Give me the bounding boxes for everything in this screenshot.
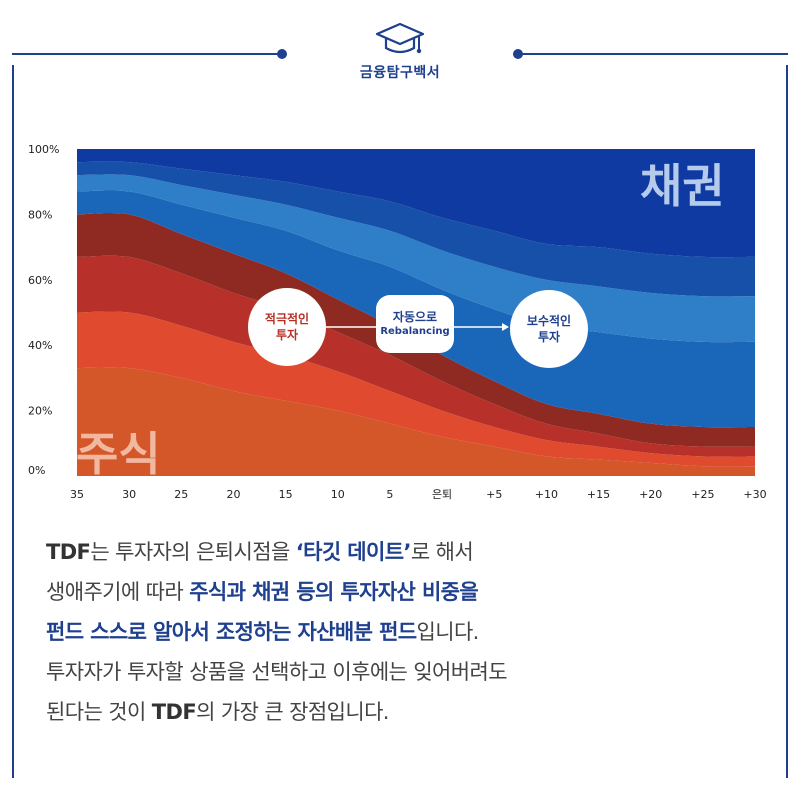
line2-segment: 주식과 채권 등의 투자자산 비중을	[189, 580, 479, 604]
aggressive-investment-bubble: 적극적인 투자	[248, 288, 326, 366]
line1-segment: TDF	[46, 540, 91, 564]
line5-segment: 의 가장 큰 장점입니다.	[196, 700, 389, 724]
x-tick-label: 30	[122, 488, 136, 501]
allocation-band-2	[77, 311, 755, 467]
allocation-band-4	[77, 212, 755, 447]
y-tick-label: 20%	[28, 405, 52, 418]
x-tick-label: +20	[639, 488, 662, 501]
auto-rebalancing-box: 자동으로 Rebalancing	[376, 295, 454, 353]
x-tick-label: 25	[174, 488, 188, 501]
x-tick-label: 20	[226, 488, 240, 501]
bond-label: 채권	[640, 159, 725, 213]
line4-segment: 투자자가 투자할 상품을 선택하고 이후에는 잊어버려도	[46, 660, 508, 684]
x-tick-label: 15	[279, 488, 293, 501]
x-tick-label: 은퇴	[432, 488, 452, 501]
description-line-4: 투자자가 투자할 상품을 선택하고 이후에는 잊어버려도	[46, 652, 766, 692]
frame-right	[786, 65, 788, 778]
allocation-band-3	[77, 255, 755, 457]
brand-name: 금융탐구백서	[359, 65, 441, 81]
line1-segment: ‘타깃 데이트’	[295, 540, 412, 564]
description-line-2: 생애주기에 따라 주식과 채권 등의 투자자산 비중을	[46, 572, 766, 612]
allocation-band-1	[77, 367, 755, 476]
x-tick-label: 10	[331, 488, 345, 501]
frame-top-left	[12, 53, 282, 55]
description-line-1: TDF는 투자자의 은퇴시점을 ‘타깃 데이트’로 해서	[46, 532, 766, 572]
line5-segment: 된다는 것이	[46, 700, 152, 724]
x-tick-label: 5	[386, 488, 393, 501]
frame-left	[12, 65, 14, 778]
allocation-band-8	[77, 149, 755, 258]
x-tick-label: +30	[743, 488, 766, 501]
line1-segment: 는 투자자의 은퇴시점을	[90, 540, 296, 564]
description-line-3: 펀드 스스로 알아서 조정하는 자산배분 펀드입니다.	[46, 612, 766, 652]
line1-segment: 로 해서	[410, 540, 474, 564]
line3-segment: 입니다.	[416, 620, 480, 644]
y-tick-label: 60%	[28, 274, 52, 287]
description-line-5: 된다는 것이 TDF의 가장 큰 장점입니다.	[46, 692, 766, 732]
x-tick-label: +15	[587, 488, 610, 501]
x-tick-label: 35	[70, 488, 84, 501]
x-tick-label: +25	[691, 488, 714, 501]
y-tick-label: 0%	[28, 464, 45, 477]
y-tick-label: 100%	[28, 143, 59, 156]
rebalance-label-1: 자동으로	[392, 310, 438, 324]
frame-top-right	[518, 53, 788, 55]
frame-dot-left	[277, 49, 287, 59]
stock-label: 주식	[76, 427, 161, 481]
line2-segment: 생애주기에 따라	[46, 580, 190, 604]
line3-segment: 펀드 스스로 알아서 조정하는 자산배분 펀드	[46, 620, 417, 644]
y-tick-label: 80%	[28, 208, 52, 221]
allocation-band-6	[77, 174, 755, 343]
y-tick-label: 40%	[28, 339, 52, 352]
frame-dot-right	[513, 49, 523, 59]
x-tick-label: +10	[535, 488, 558, 501]
line5-segment: TDF	[151, 700, 197, 724]
rebalance-label-2: Rebalancing	[380, 326, 450, 337]
description-text: TDF는 투자자의 은퇴시점을 ‘타깃 데이트’로 해서 생애주기에 따라 주식…	[46, 532, 766, 732]
allocation-band-7	[77, 161, 755, 297]
conservative-investment-bubble: 보수적인 투자	[510, 290, 588, 368]
x-tick-label: +5	[486, 488, 502, 501]
graduation-cap-icon	[375, 22, 425, 54]
